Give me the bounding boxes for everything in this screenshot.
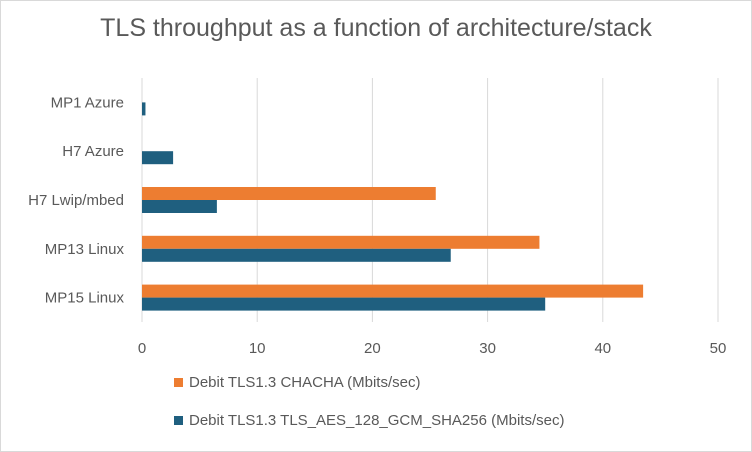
legend-swatch-chacha xyxy=(174,377,183,387)
chart-legend: Debit TLS1.3 CHACHA (Mbits/sec) Debit TL… xyxy=(174,372,564,448)
category-label: MP13 Linux xyxy=(45,241,125,258)
x-tick-label-50: 50 xyxy=(710,340,727,357)
bar-aes-mp15-linux xyxy=(142,297,546,311)
x-tick-label-0: 0 xyxy=(138,340,146,357)
bar-chacha-mp13-linux xyxy=(142,235,540,249)
bar-aes-mp1-azure xyxy=(142,102,146,116)
category-label: H7 Azure xyxy=(62,143,124,160)
bar-chacha-h7-lwip-mbed xyxy=(142,187,436,200)
category-label: MP15 Linux xyxy=(45,290,125,307)
x-tick-label-10: 10 xyxy=(249,340,266,357)
x-tick-label-40: 40 xyxy=(594,340,611,357)
x-tick-label-20: 20 xyxy=(364,340,381,357)
chart-title: TLS throughput as a function of architec… xyxy=(100,14,652,42)
x-tick-label-30: 30 xyxy=(479,340,496,357)
bar-chacha-mp15-linux xyxy=(142,284,644,298)
legend-item-chacha: Debit TLS1.3 CHACHA (Mbits/sec) xyxy=(174,372,564,392)
legend-item-aes: Debit TLS1.3 TLS_AES_128_GCM_SHA256 (Mbi… xyxy=(174,410,564,430)
bar-aes-h7-azure xyxy=(142,151,174,165)
legend-swatch-aes xyxy=(174,415,183,425)
category-label: MP1 Azure xyxy=(51,94,124,111)
bar-aes-h7-lwip-mbed xyxy=(142,200,217,213)
legend-label-chacha: Debit TLS1.3 CHACHA (Mbits/sec) xyxy=(189,373,421,391)
category-label: H7 Lwip/mbed xyxy=(28,192,124,209)
bar-aes-mp13-linux xyxy=(142,248,451,262)
legend-label-aes: Debit TLS1.3 TLS_AES_128_GCM_SHA256 (Mbi… xyxy=(189,411,565,429)
